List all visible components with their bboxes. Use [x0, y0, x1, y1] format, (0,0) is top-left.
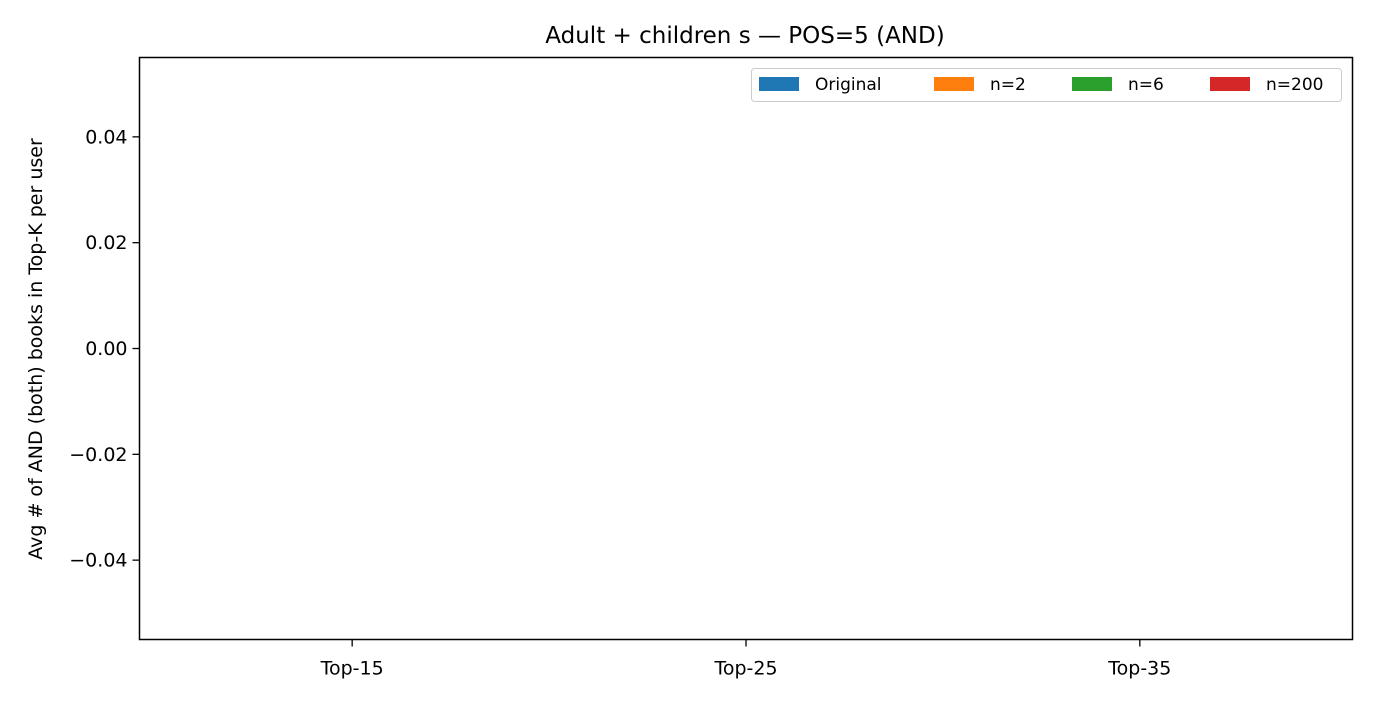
x-axis: Top-15 Top-25 Top-35	[320, 639, 1171, 680]
chart-title: Adult + children s — POS=5 (AND)	[545, 23, 944, 49]
x-tick-label: Top-25	[713, 658, 777, 680]
y-tick-label: 0.02	[85, 232, 127, 254]
y-axis: 0.04 0.02 0.00 −0.02 −0.04	[69, 126, 140, 572]
y-tick-label: 0.04	[85, 126, 127, 148]
legend-swatch	[1210, 77, 1250, 91]
legend: Original n=2 n=6 n=200	[751, 68, 1342, 102]
y-tick-label: −0.02	[69, 444, 127, 466]
legend-frame	[751, 68, 1342, 102]
plot-frame	[138, 56, 1354, 641]
y-tick-label: −0.04	[69, 550, 127, 572]
x-tick-label: Top-15	[320, 658, 384, 680]
legend-label: n=6	[1128, 75, 1164, 95]
legend-swatch	[759, 77, 799, 91]
legend-swatch	[1072, 77, 1112, 91]
legend-label: n=200	[1266, 75, 1323, 95]
y-tick-label: 0.00	[85, 338, 127, 360]
legend-swatch	[934, 77, 974, 91]
y-axis-label: Avg # of AND (both) books in Top-K per u…	[25, 138, 47, 560]
legend-label: Original	[815, 75, 882, 95]
legend-label: n=2	[990, 75, 1026, 95]
x-tick-label: Top-35	[1107, 658, 1171, 680]
